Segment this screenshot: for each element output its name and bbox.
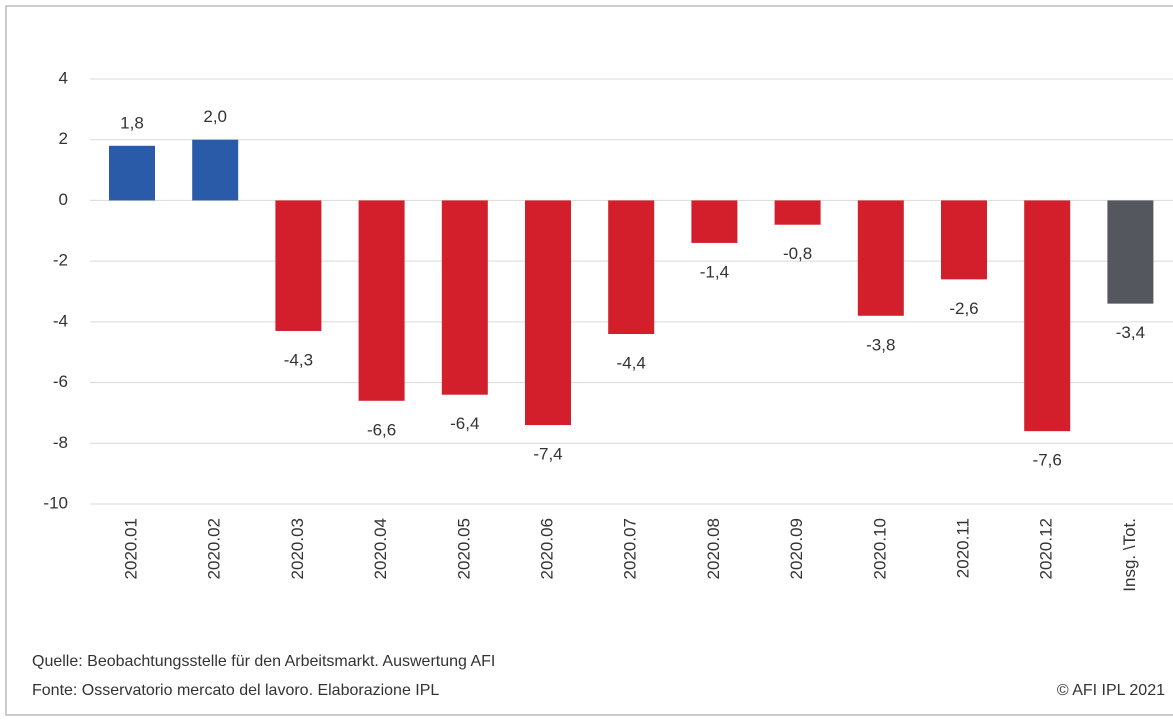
bar [109, 145, 155, 201]
frame [5, 5, 1173, 716]
x-tick-label: 2020.11 [953, 518, 972, 578]
x-tick-label: 2020.08 [704, 518, 723, 579]
x-tick-label: 2020.06 [537, 518, 556, 579]
y-tick-label: -6 [53, 372, 68, 391]
bar [1107, 200, 1154, 304]
bar [192, 139, 239, 201]
y-tick-label: 2 [59, 129, 68, 148]
value-label: -6,4 [450, 414, 479, 433]
value-label: -3,4 [1116, 323, 1145, 342]
y-tick-label: 0 [59, 190, 68, 209]
bar [525, 200, 571, 426]
source-line: Fonte: Osservatorio mercato del lavoro. … [32, 682, 439, 699]
value-label: -4,4 [617, 353, 646, 372]
bar [358, 200, 405, 401]
x-tick-label: 2020.05 [454, 518, 473, 579]
bar [774, 200, 821, 225]
x-tick-label: 2020.07 [621, 518, 640, 579]
y-tick-label: -8 [53, 433, 68, 452]
x-tick-label: 2020.09 [787, 518, 806, 579]
y-tick-label: -2 [53, 251, 68, 270]
value-label: -2,6 [949, 299, 978, 318]
source-line: Quelle: Beobachtungsstelle für den Arbei… [32, 653, 495, 670]
x-tick-label: 2020.12 [1037, 518, 1056, 579]
value-label: -1,4 [700, 262, 729, 281]
value-label: -6,6 [367, 420, 396, 439]
value-label: 1,8 [120, 113, 144, 132]
y-tick-label: -4 [53, 311, 68, 330]
bar [441, 200, 488, 395]
y-tick-label: 4 [59, 68, 68, 87]
value-label: -7,4 [533, 445, 562, 464]
value-label: -4,3 [284, 350, 313, 369]
bar [857, 200, 904, 316]
x-tick-label: 2020.03 [288, 518, 307, 579]
x-tick-label: 2020.01 [121, 518, 140, 579]
y-tick-label: -10 [43, 493, 68, 512]
x-tick-label: Insg. \Tot. [1120, 518, 1139, 592]
value-label: -7,6 [1033, 451, 1062, 470]
copyright: © AFI IPL 2021 [1057, 682, 1165, 699]
bar [275, 200, 322, 331]
bar [691, 200, 738, 243]
bar [1024, 200, 1071, 432]
value-label: 2,0 [203, 107, 227, 126]
bar [941, 200, 987, 280]
value-label: -0,8 [783, 244, 812, 263]
x-tick-label: 2020.02 [205, 518, 224, 579]
bar [608, 200, 655, 334]
value-label: -3,8 [866, 335, 895, 354]
x-tick-label: 2020.04 [371, 518, 390, 579]
x-tick-label: 2020.10 [870, 518, 889, 579]
